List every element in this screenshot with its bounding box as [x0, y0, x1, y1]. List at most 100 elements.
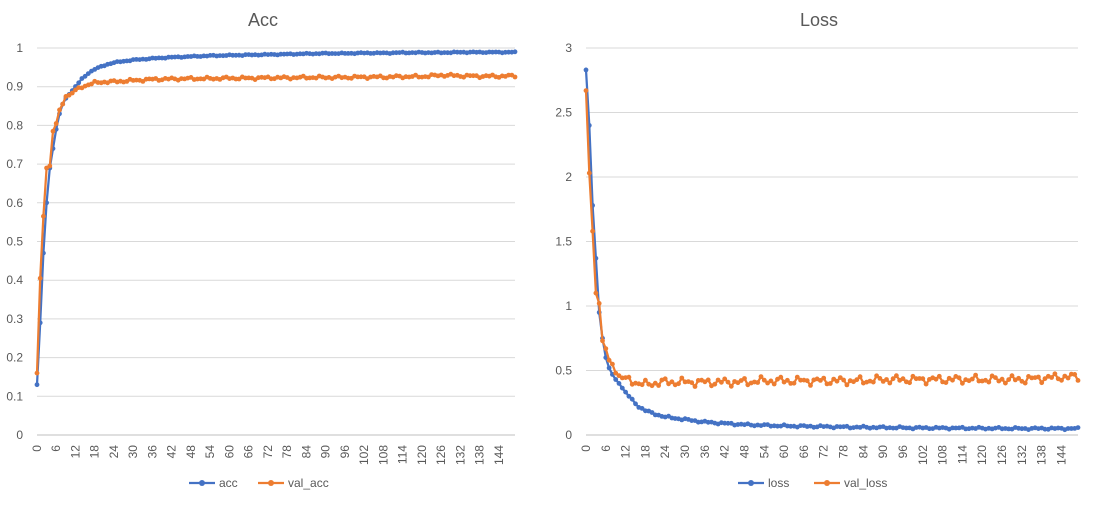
- loss-data-point-val_loss: [613, 370, 619, 376]
- acc-series-line-acc: [35, 50, 516, 385]
- loss-data-point-val_loss: [1059, 377, 1064, 383]
- loss-x-tick-label: 60: [777, 445, 791, 459]
- acc-x-tick-label: 6: [49, 445, 63, 452]
- loss-data-point-val_loss: [656, 383, 661, 388]
- loss-data-point-loss: [689, 418, 695, 423]
- loss-data-point-val_loss: [887, 380, 893, 386]
- loss-data-point-val_loss: [758, 374, 764, 379]
- loss-data-point-loss: [619, 385, 625, 391]
- loss-data-point-val_loss: [933, 376, 939, 382]
- loss-data-point-val_loss: [923, 381, 929, 387]
- loss-data-point-val_loss: [976, 378, 982, 384]
- acc-data-point-acc: [82, 73, 88, 79]
- acc-y-tick-label: 0.7: [6, 157, 23, 171]
- loss-data-point-val_loss: [1022, 380, 1028, 386]
- loss-data-point-val_loss: [943, 380, 949, 385]
- acc-x-tick-label: 72: [261, 445, 275, 459]
- loss-y-tick-label: 1: [565, 299, 572, 313]
- loss-data-point-loss: [613, 377, 619, 382]
- acc-x-tick-label: 30: [126, 445, 140, 459]
- acc-data-point-val_acc: [34, 370, 40, 376]
- loss-legend-item-val_loss: val_loss: [814, 476, 887, 490]
- loss-data-point-val_loss: [969, 376, 975, 382]
- loss-data-point-loss: [633, 401, 638, 407]
- loss-data-point-val_loss: [986, 379, 992, 385]
- acc-x-tick-label: 108: [376, 445, 390, 465]
- acc-x-tick-label: 12: [68, 445, 82, 459]
- loss-data-point-val_loss: [884, 377, 889, 382]
- loss-y-tick-label: 3: [565, 41, 572, 55]
- acc-series-line-val_acc: [35, 73, 516, 374]
- loss-data-point-val_loss: [1049, 375, 1054, 380]
- acc-y-tick-label: 0.5: [6, 235, 23, 249]
- loss-data-point-val_loss: [920, 376, 926, 382]
- loss-x-tick-label: 24: [658, 445, 672, 459]
- loss-legend-marker: [824, 480, 830, 486]
- loss-data-point-loss: [629, 396, 635, 402]
- acc-x-tick-label: 102: [357, 445, 371, 465]
- loss-data-point-val_loss: [837, 375, 843, 380]
- loss-data-point-val_loss: [626, 374, 632, 380]
- loss-y-tick-label: 2: [565, 170, 572, 184]
- loss-data-point-loss: [649, 410, 655, 415]
- acc-legend-marker: [268, 480, 274, 486]
- acc-y-tick-label: 0.6: [6, 196, 23, 210]
- loss-data-point-val_loss: [705, 377, 711, 383]
- acc-chart-title: Acc: [248, 10, 278, 30]
- loss-data-point-val_loss: [900, 376, 906, 382]
- loss-data-point-loss: [798, 423, 803, 428]
- acc-data-point-val_acc: [47, 163, 53, 169]
- loss-data-point-val_loss: [596, 301, 602, 306]
- loss-data-point-val_loss: [907, 380, 912, 386]
- loss-legend-label: loss: [768, 476, 789, 490]
- loss-x-tick-label: 72: [817, 445, 831, 459]
- loss-series-line-val_loss: [584, 90, 1079, 388]
- acc-x-tick-label: 42: [165, 445, 179, 459]
- loss-data-point-val_loss: [950, 377, 955, 383]
- loss-data-point-val_loss: [827, 381, 833, 386]
- acc-x-tick-label: 126: [434, 445, 448, 465]
- loss-data-point-loss: [639, 406, 645, 411]
- loss-x-tick-label: 120: [975, 445, 989, 465]
- acc-data-point-val_acc: [37, 275, 43, 281]
- acc-legend-label: acc: [219, 476, 238, 490]
- loss-data-point-val_loss: [778, 374, 784, 380]
- loss-data-point-val_loss: [841, 377, 846, 383]
- loss-data-point-val_loss: [956, 375, 962, 381]
- loss-data-point-val_loss: [593, 290, 599, 296]
- loss-data-point-val_loss: [728, 383, 734, 389]
- acc-x-tick-label: 78: [280, 445, 294, 459]
- acc-y-tick-label: 0.2: [6, 351, 23, 365]
- loss-data-point-loss: [1075, 425, 1081, 430]
- loss-data-point-val_loss: [679, 375, 685, 381]
- acc-x-tick-label: 48: [184, 445, 198, 459]
- acc-legend-item-acc: acc: [189, 476, 238, 490]
- acc-data-point-val_acc: [69, 90, 75, 96]
- loss-x-tick-label: 0: [579, 445, 593, 452]
- loss-data-point-loss: [725, 420, 731, 426]
- acc-x-tick-label: 60: [222, 445, 236, 459]
- acc-y-tick-label: 0.3: [6, 312, 23, 326]
- loss-data-point-val_loss: [870, 379, 876, 385]
- loss-x-tick-label: 126: [995, 445, 1009, 465]
- loss-data-point-val_loss: [586, 170, 592, 176]
- loss-data-point-val_loss: [894, 373, 899, 379]
- acc-data-point-val_acc: [512, 74, 518, 80]
- acc-y-tick-label: 0.4: [6, 273, 23, 287]
- loss-x-tick-label: 54: [757, 445, 771, 459]
- loss-data-point-val_loss: [808, 383, 813, 388]
- loss-chart-title: Loss: [800, 10, 838, 30]
- acc-data-point-acc: [34, 382, 40, 388]
- loss-data-point-val_loss: [1072, 372, 1078, 377]
- loss-x-tick-label: 78: [837, 445, 851, 459]
- loss-y-tick-label: 0: [565, 428, 572, 442]
- loss-data-point-val_loss: [643, 377, 648, 383]
- loss-data-point-val_loss: [1003, 380, 1008, 386]
- acc-data-point-val_acc: [41, 213, 46, 219]
- loss-y-tick-label: 0.5: [555, 364, 572, 378]
- loss-data-point-val_loss: [794, 374, 800, 380]
- loss-x-tick-label: 42: [718, 445, 732, 459]
- loss-x-tick-label: 96: [896, 445, 910, 459]
